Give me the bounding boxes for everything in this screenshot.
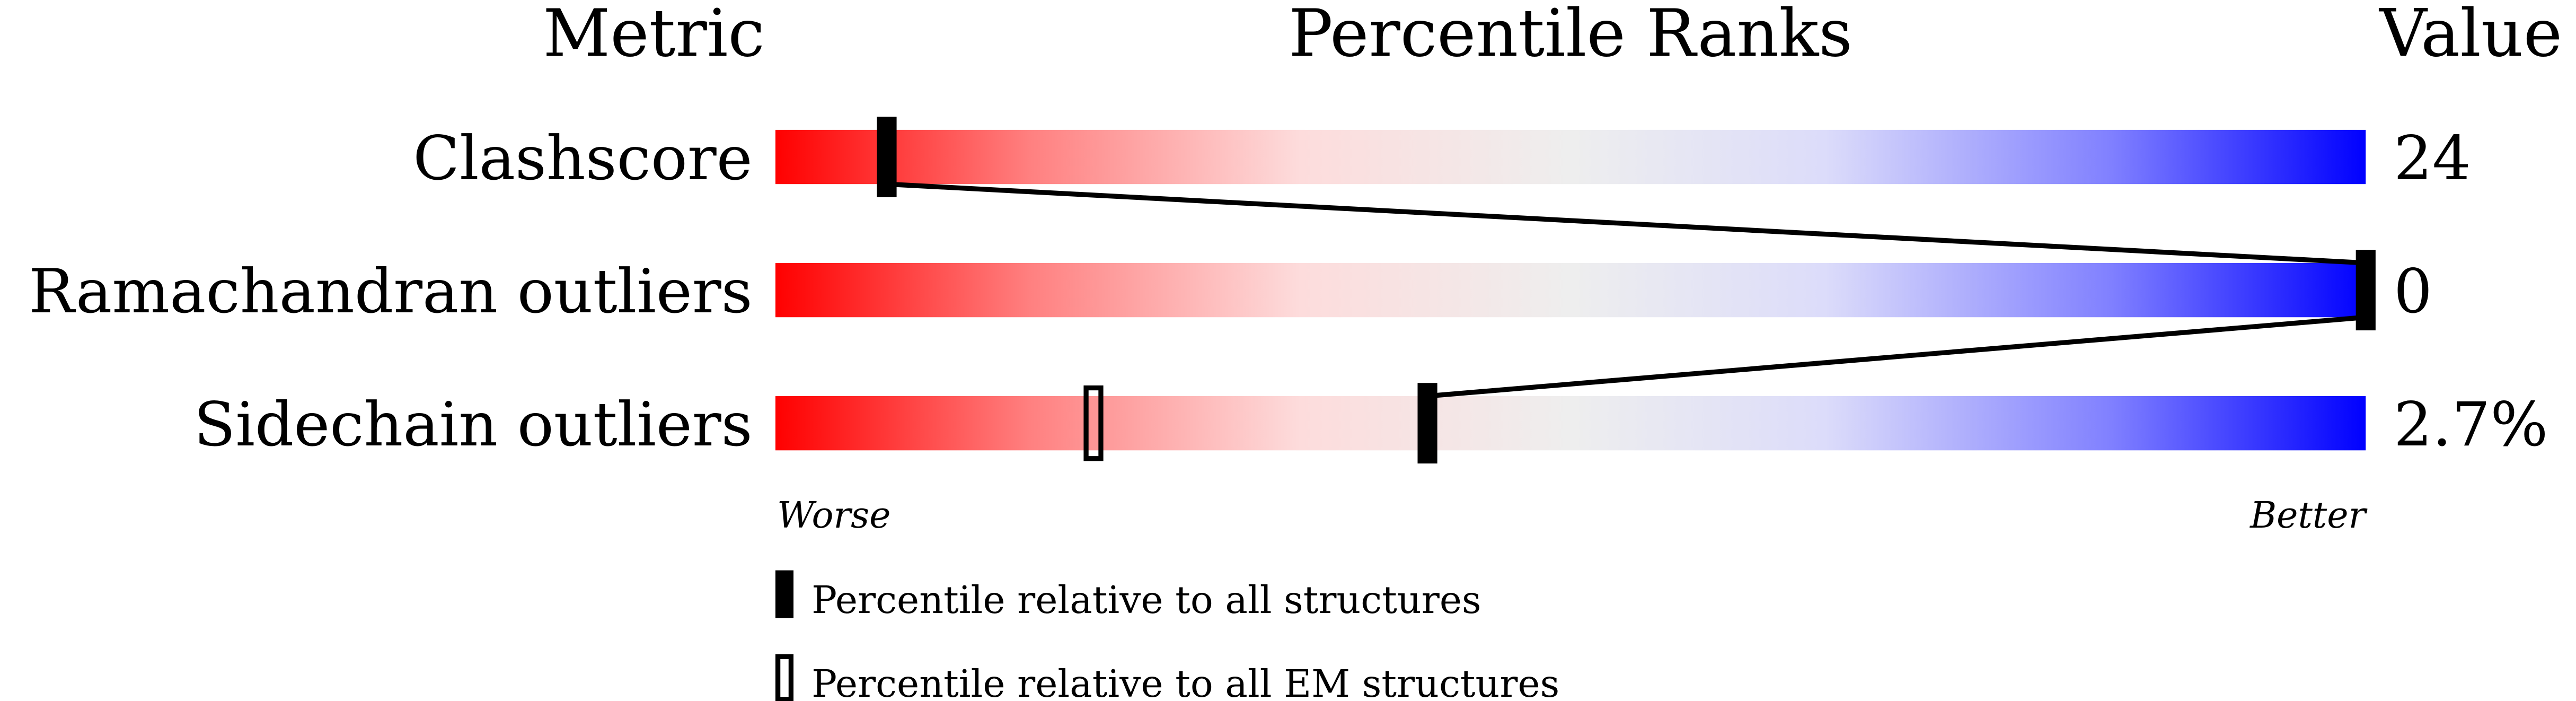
metric-value: 0: [2394, 257, 2432, 327]
header-metric: Metric: [543, 0, 764, 72]
legend-filled-marker-icon: [775, 570, 794, 618]
connector-line: [886, 181, 2366, 266]
worse-label: Worse: [777, 495, 890, 537]
marker-all-structures: [2356, 250, 2376, 331]
marker-all-structures: [1417, 383, 1437, 464]
connector-line: [1427, 314, 2366, 399]
percentile-bar: [775, 262, 2366, 318]
legend-open-marker-icon: [775, 654, 794, 701]
metric-value: 2.7%: [2394, 390, 2548, 460]
legend-all-structures: Percentile relative to all structures: [811, 578, 1481, 622]
percentile-bar: [775, 129, 2366, 185]
marker-all-structures: [877, 117, 897, 197]
header-percentile-ranks: Percentile Ranks: [1289, 0, 1852, 72]
metric-label: Clashscore: [413, 124, 752, 194]
percentile-bar: [775, 396, 2366, 451]
legend-em-structures: Percentile relative to all EM structures: [811, 662, 1559, 701]
better-label: Better: [2249, 495, 2368, 537]
header-value: Value: [2378, 0, 2562, 72]
metric-label: Ramachandran outliers: [29, 257, 752, 327]
metric-value: 24: [2394, 124, 2471, 194]
metric-label: Sidechain outliers: [194, 390, 753, 460]
marker-em-structures: [1083, 385, 1104, 461]
